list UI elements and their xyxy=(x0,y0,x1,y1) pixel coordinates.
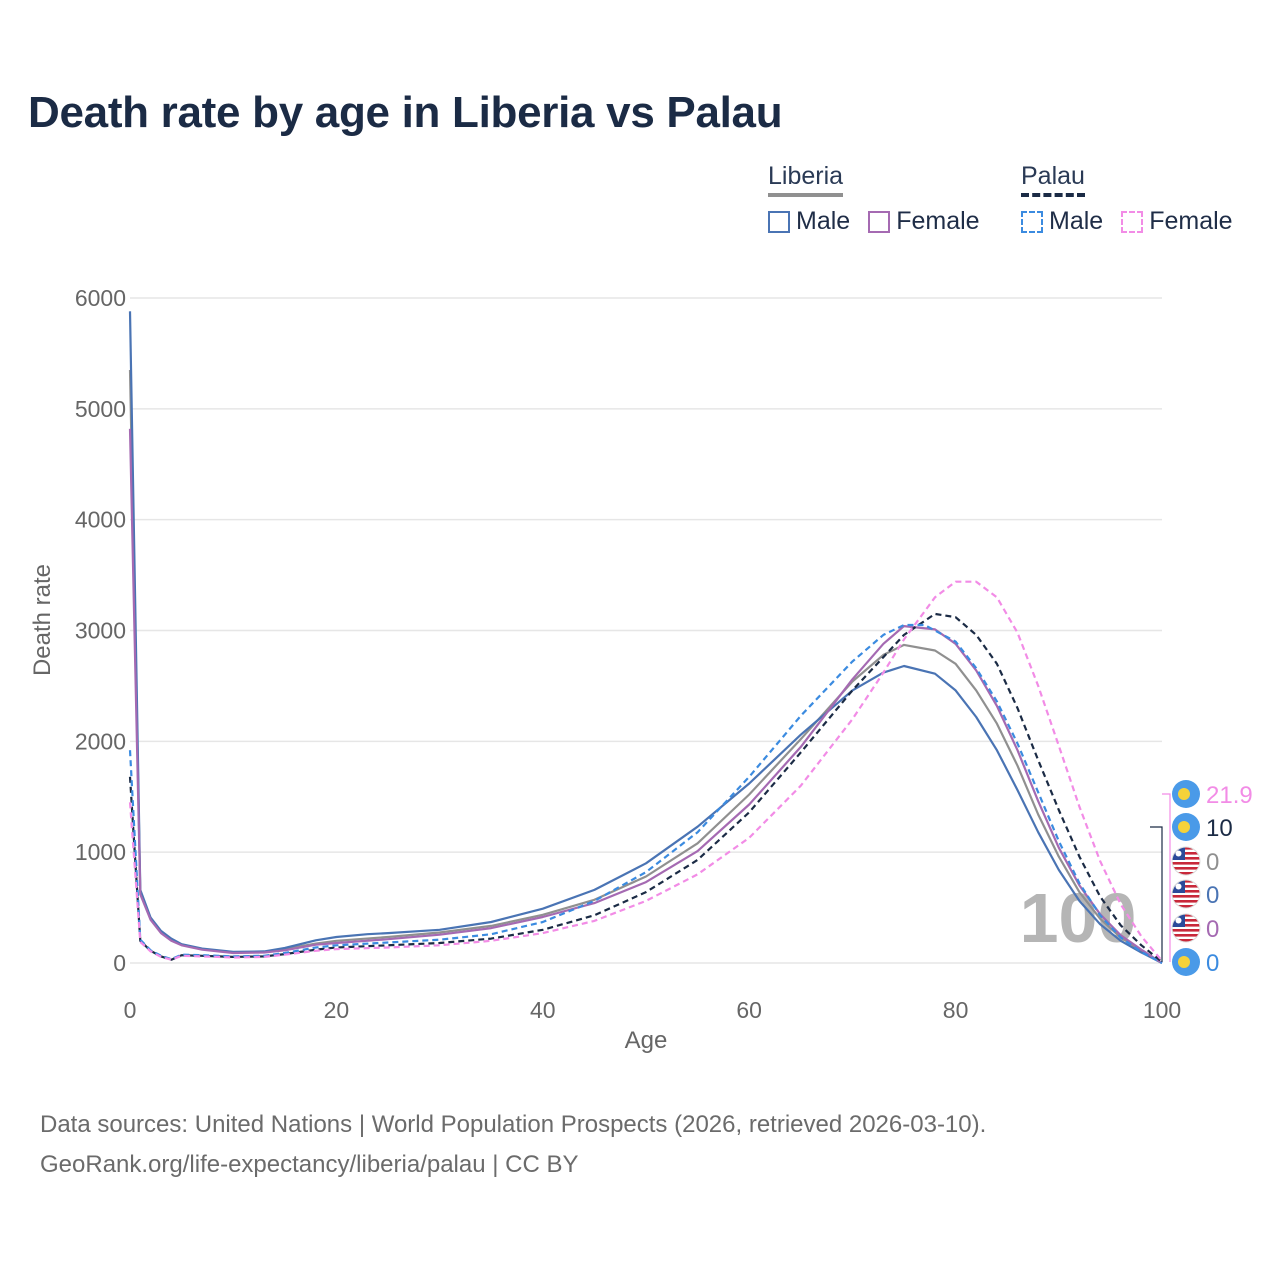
end-value-label: 21.9 xyxy=(1206,782,1253,809)
legend-swatch-palau-female xyxy=(1121,210,1144,233)
legend-item-palau-male[interactable]: Male xyxy=(1021,207,1103,236)
series-line-palau-male[interactable] xyxy=(128,623,1163,964)
footer-link[interactable]: GeoRank.org/life-expectancy/liberia/pala… xyxy=(40,1151,579,1178)
y-tick-label: 0 xyxy=(113,950,126,976)
end-labels: 21.9 10 0 0 0 0 xyxy=(1150,780,1253,977)
x-tick-label: 0 xyxy=(124,997,137,1023)
end-value-label: 0 xyxy=(1206,849,1219,876)
legend-item-liberia-female[interactable]: Female xyxy=(868,207,980,236)
end-value-label: 10 xyxy=(1206,815,1233,842)
grid-lines xyxy=(130,297,1162,964)
end-value-label: 0 xyxy=(1206,882,1219,909)
footer: Data sources: United Nations | World Pop… xyxy=(40,1105,986,1185)
liberia-flag-icon xyxy=(1171,913,1201,943)
x-tick-label: 60 xyxy=(736,997,762,1023)
end-label-leader xyxy=(1162,793,1171,962)
age-watermark: 100 xyxy=(1020,879,1137,957)
liberia-flag-icon xyxy=(1171,879,1201,909)
legend-swatch-liberia-female xyxy=(868,210,891,233)
legend-label-palau-female: Female xyxy=(1149,207,1233,235)
x-tick-label: 100 xyxy=(1143,997,1181,1023)
palau-flag-icon xyxy=(1172,948,1200,976)
x-tick-label: 40 xyxy=(530,997,556,1023)
legend-heading-palau: Palau xyxy=(1021,162,1085,197)
liberia-flag-icon xyxy=(1171,846,1201,876)
legend-label-liberia-male: Male xyxy=(796,207,851,235)
y-tick-label: 6000 xyxy=(75,285,126,311)
legend-swatch-liberia-male xyxy=(768,210,790,233)
watermark-layer: 100 xyxy=(1020,879,1137,957)
end-label-leader xyxy=(1150,826,1163,962)
y-tick-label: 4000 xyxy=(75,507,126,533)
y-tick-label: 2000 xyxy=(75,728,126,754)
end-value-label: 0 xyxy=(1206,916,1219,943)
legend-label-liberia-female: Female xyxy=(896,207,980,235)
footer-source: Data sources: United Nations | World Pop… xyxy=(40,1111,987,1138)
x-axis-label: Age xyxy=(625,1027,668,1054)
series-lines xyxy=(128,311,1163,964)
axis-ticks: 0 1000 2000 3000 4000 5000 6000 0 20 40 60 80 100 xyxy=(75,285,1181,1023)
legend-group-palau: Palau Male Female xyxy=(1021,162,1233,236)
x-tick-label: 80 xyxy=(943,997,969,1023)
legend-group-liberia: Liberia Male Female xyxy=(768,162,980,236)
series-line-liberia-female[interactable] xyxy=(128,428,1163,964)
end-value-label: 0 xyxy=(1206,950,1219,977)
series-line-liberia-total[interactable] xyxy=(128,369,1163,964)
x-tick-label: 20 xyxy=(324,997,350,1023)
y-axis-label: Death rate xyxy=(29,564,56,676)
y-tick-label: 5000 xyxy=(75,396,126,422)
y-tick-label: 1000 xyxy=(75,839,126,865)
palau-flag-icon xyxy=(1172,813,1200,841)
legend-item-liberia-male[interactable]: Male xyxy=(768,207,850,236)
legend-swatch-palau-male xyxy=(1021,210,1043,233)
y-tick-label: 3000 xyxy=(75,618,126,644)
series-line-palau-female[interactable] xyxy=(128,580,1163,962)
legend-heading-liberia: Liberia xyxy=(768,162,844,197)
palau-flag-icon xyxy=(1172,780,1200,808)
chart-title: Death rate by age in Liberia vs Palau xyxy=(28,88,783,137)
legend-label-palau-male: Male xyxy=(1049,207,1104,235)
series-line-palau-total[interactable] xyxy=(128,612,1163,963)
legend-item-palau-female[interactable]: Female xyxy=(1121,207,1233,236)
